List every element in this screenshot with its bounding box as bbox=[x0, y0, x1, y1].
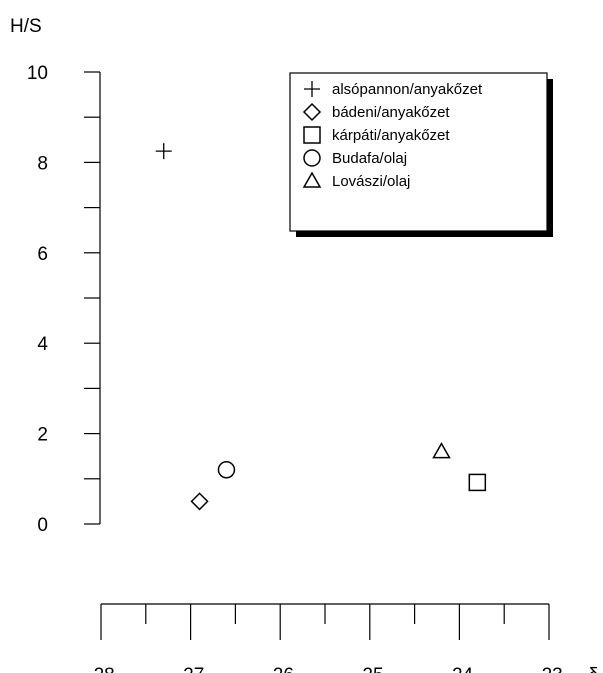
legend-marker-square bbox=[303, 126, 321, 144]
x-tick-label: -26 bbox=[266, 665, 293, 673]
x-tick-label: -25 bbox=[356, 665, 383, 673]
legend-label: kárpáti/anyakőzet bbox=[332, 127, 450, 144]
x-axis-title: δ bbox=[588, 665, 599, 673]
data-point-circle bbox=[217, 461, 236, 479]
legend-label: Budafa/olaj bbox=[332, 150, 407, 167]
data-point-plus bbox=[155, 143, 172, 160]
legend-marker-plus bbox=[304, 81, 320, 97]
legend-label: bádeni/anyakőzet bbox=[332, 104, 450, 121]
y-tick-label: 10 bbox=[27, 63, 48, 84]
x-tick-label: -28 bbox=[87, 665, 114, 673]
y-axis: 0 2 4 6 8 10 bbox=[27, 63, 101, 536]
legend-marker-circle bbox=[303, 149, 321, 167]
data-points bbox=[155, 143, 487, 511]
legend-label: Lovászi/olaj bbox=[332, 173, 410, 190]
data-point-triangle bbox=[432, 442, 451, 459]
data-point-square bbox=[468, 473, 487, 492]
legend: alsópannon/anyakőzet bádeni/anyakőzet kárp… bbox=[289, 72, 553, 237]
legend-item: Budafa/olaj bbox=[303, 149, 407, 167]
legend-item: bádeni/anyakőzet bbox=[302, 102, 450, 122]
y-tick-label: 8 bbox=[37, 153, 48, 174]
legend-marker-triangle bbox=[302, 171, 322, 188]
legend-marker-diamond bbox=[302, 102, 322, 122]
legend-label: alsópannon/anyakőzet bbox=[332, 81, 483, 98]
y-tick-label: 6 bbox=[37, 244, 48, 265]
y-tick-label: 4 bbox=[37, 334, 48, 355]
y-axis-title: H/S bbox=[10, 16, 42, 37]
x-tick-label: -24 bbox=[446, 665, 474, 673]
y-tick-label: 2 bbox=[37, 425, 48, 446]
data-point-diamond bbox=[190, 492, 209, 511]
y-tick-label: 0 bbox=[37, 515, 48, 536]
legend-box bbox=[289, 72, 548, 232]
legend-item: Lovászi/olaj bbox=[302, 171, 410, 190]
legend-item: kárpáti/anyakőzet bbox=[303, 126, 450, 144]
x-tick-label: -23 bbox=[535, 665, 562, 673]
x-tick-label: -27 bbox=[177, 665, 204, 673]
legend-item: alsópannon/anyakőzet bbox=[304, 81, 483, 98]
x-axis: -28 -27 -26 -25 -24 -23 bbox=[87, 603, 563, 673]
